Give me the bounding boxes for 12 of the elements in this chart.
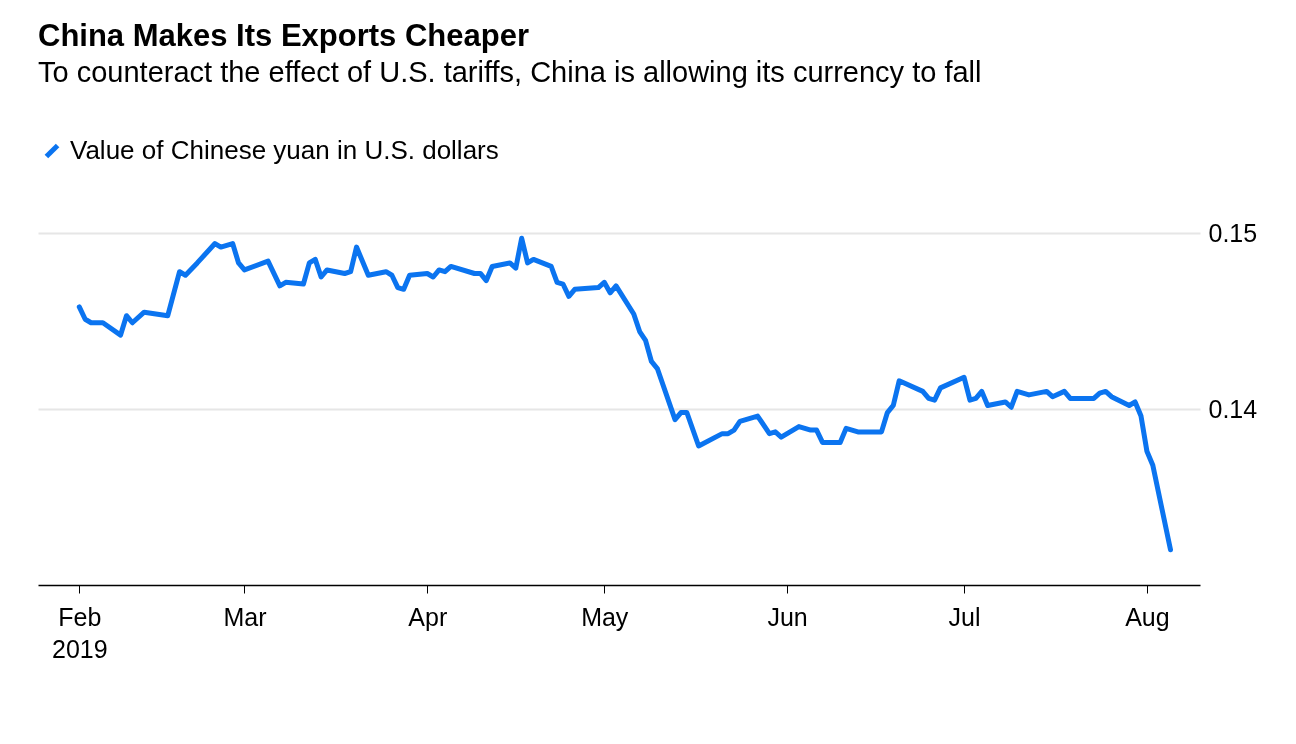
chart-title: China Makes Its Exports Cheaper bbox=[38, 18, 529, 53]
y-tick-label: 0.14 bbox=[1208, 394, 1258, 423]
x-tick-label: Feb 2019 bbox=[51, 602, 108, 663]
x-tick-label: Aug bbox=[1125, 602, 1170, 631]
x-tick-label: Jun bbox=[767, 602, 808, 631]
x-tick-label: Jul bbox=[948, 602, 981, 631]
legend-label: Value of Chinese yuan in U.S. dollars bbox=[70, 135, 499, 165]
chart-subtitle: To counteract the effect of U.S. tariffs, China is allowing its currency to fall bbox=[38, 56, 982, 88]
x-tick-label: May bbox=[581, 602, 629, 631]
y-tick-label: 0.15 bbox=[1208, 218, 1258, 247]
x-tick-label: Apr bbox=[408, 602, 448, 631]
x-tick-label: Mar bbox=[223, 602, 267, 631]
